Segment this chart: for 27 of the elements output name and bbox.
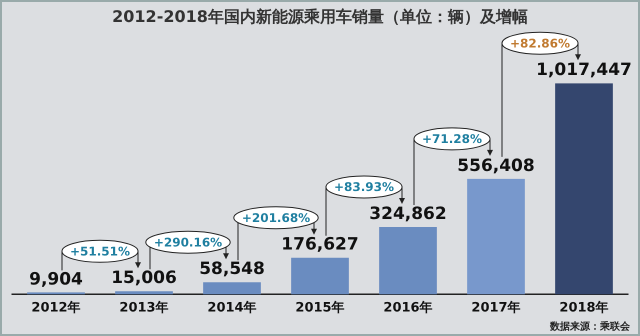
data-label: 556,408 bbox=[457, 156, 535, 176]
bar bbox=[203, 282, 261, 294]
data-label: 15,006 bbox=[111, 268, 177, 288]
data-label: 1,017,447 bbox=[536, 60, 632, 80]
bar bbox=[555, 83, 613, 294]
x-tick-label: 2012年 bbox=[31, 300, 81, 316]
data-label: 9,904 bbox=[29, 269, 84, 290]
x-tick-label: 2018年 bbox=[559, 300, 609, 316]
text: +82.86% bbox=[510, 36, 570, 50]
x-tick-label: 2016年 bbox=[383, 300, 433, 316]
x-tick-label: 2013年 bbox=[119, 300, 169, 316]
annotation: +83.93% bbox=[334, 180, 394, 194]
annotation: +71.28% bbox=[422, 132, 482, 146]
x-tick-label: 2017年 bbox=[471, 300, 521, 316]
x-tick-label: 2015年 bbox=[295, 300, 345, 316]
x-tick-label: 2014年 bbox=[207, 300, 257, 316]
bar bbox=[467, 178, 525, 294]
annotation: +201.68% bbox=[242, 210, 310, 225]
annotation: +290.16% bbox=[154, 235, 222, 250]
source-note: 数据来源：乘联会 bbox=[549, 320, 631, 333]
data-label: 58,548 bbox=[199, 259, 265, 280]
data-label: 176,627 bbox=[281, 234, 359, 255]
chart-title: 2012-2018年国内新能源乘用车销量（单位：辆）及增幅 bbox=[112, 6, 528, 26]
data-label: 324,862 bbox=[369, 204, 447, 224]
bar bbox=[291, 258, 349, 294]
bar bbox=[379, 226, 437, 294]
annotation: +51.51% bbox=[70, 244, 130, 258]
